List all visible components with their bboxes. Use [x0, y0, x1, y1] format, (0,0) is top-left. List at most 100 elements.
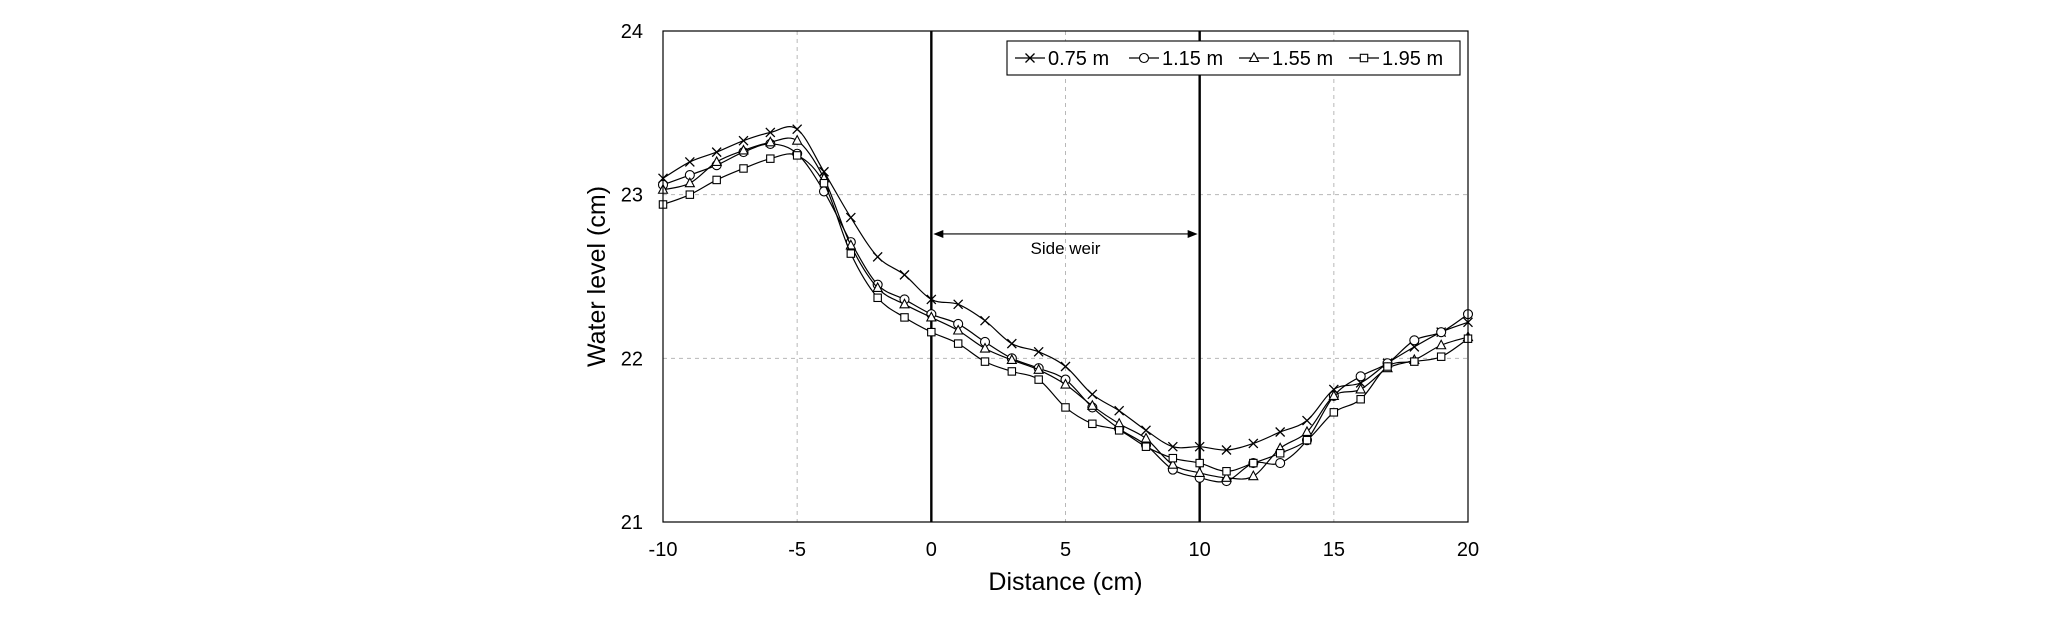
data-point [1355, 371, 1366, 382]
x-tick-label: 15 [1323, 539, 1345, 561]
side-weir-label: Side weir [1031, 239, 1101, 258]
legend-label: 1.55 m [1272, 48, 1333, 70]
data-point [979, 342, 991, 353]
legend-marker [1025, 53, 1035, 63]
data-point [792, 151, 802, 160]
arrowhead-right [1187, 229, 1198, 238]
legend-label: 1.95 m [1382, 48, 1443, 70]
data-point [1114, 405, 1125, 416]
data-point [1087, 389, 1098, 400]
y-tick-label: 22 [621, 348, 643, 370]
data-point [1060, 378, 1071, 389]
data-point [1060, 361, 1071, 372]
data-point [1141, 425, 1151, 436]
data-point [927, 327, 936, 337]
data-point [1221, 471, 1232, 482]
legend-marker [1359, 53, 1369, 63]
data-point [900, 313, 909, 322]
grid-lines [663, 31, 1468, 522]
series-1-95-m [658, 151, 1473, 476]
data-point [845, 212, 856, 223]
y-axis-title: Water level (cm) [583, 186, 611, 367]
data-point [765, 127, 776, 138]
data-point [1301, 425, 1313, 437]
plot-area-frame [662, 30, 1469, 523]
legend-marker [1138, 52, 1150, 64]
legend-entry: 1.15 m [1129, 48, 1223, 70]
data-point [1247, 469, 1259, 481]
legend-label: 1.15 m [1162, 48, 1223, 70]
data-point [1033, 363, 1045, 374]
data-point [712, 175, 721, 185]
arrowhead-left [933, 229, 944, 238]
data-point [1033, 346, 1044, 357]
data-point [980, 357, 990, 366]
data-point [1006, 353, 1018, 365]
series-group [657, 124, 1474, 487]
data-point [872, 251, 883, 262]
data-point [1435, 339, 1447, 350]
data-point [1356, 394, 1365, 404]
data-point [1006, 338, 1017, 349]
data-point [1302, 435, 1312, 445]
data-point [1222, 467, 1231, 476]
data-point [1410, 357, 1419, 366]
data-point [738, 135, 749, 146]
data-point [711, 155, 723, 166]
data-point [1221, 445, 1232, 455]
data-point [980, 315, 990, 326]
data-point [1355, 383, 1367, 394]
x-tick-label: 0 [926, 539, 937, 561]
data-point [1436, 352, 1446, 361]
data-point [1302, 415, 1312, 426]
data-point [1167, 458, 1179, 469]
data-point [764, 136, 776, 147]
legend: 0.75 m 1.15 m 1.55 m 1.95 m [1006, 40, 1461, 76]
data-point [766, 154, 775, 163]
data-point [819, 166, 829, 177]
data-point [792, 124, 803, 135]
data-point [1194, 466, 1206, 477]
axis-tick-labels: -10 -5 0 5 10 15 20 21 22 23 24 [621, 21, 1479, 561]
data-point [1113, 417, 1125, 428]
data-point [899, 269, 910, 280]
data-point [1167, 441, 1178, 452]
x-tick-label: 10 [1189, 539, 1211, 561]
data-point [1007, 367, 1017, 376]
side-weir-annotation: Side weir [933, 229, 1198, 258]
legend-box [1006, 40, 1461, 76]
data-point [711, 147, 722, 158]
legend-marker [1248, 51, 1260, 63]
x-tick-label: 20 [1457, 539, 1479, 561]
data-point [1275, 449, 1285, 458]
data-point [899, 298, 910, 309]
data-point [925, 311, 937, 322]
data-point [873, 293, 882, 303]
legend-label: 0.75 m [1048, 48, 1109, 70]
data-point [1194, 441, 1205, 452]
series-1-55-m [657, 134, 1474, 482]
data-point [926, 294, 937, 305]
data-point [684, 156, 695, 167]
x-tick-label: -5 [788, 539, 806, 561]
data-point [1275, 458, 1286, 469]
data-point [1140, 432, 1152, 443]
data-point [819, 178, 829, 188]
data-point [1034, 375, 1043, 384]
side-weir-boundary-lines [930, 31, 1201, 522]
data-point [953, 339, 963, 348]
x-tick-label: 5 [1060, 539, 1071, 561]
y-tick-label: 21 [621, 512, 643, 534]
data-point [1436, 327, 1447, 338]
x-axis-title: Distance (cm) [988, 568, 1142, 596]
data-point [952, 324, 964, 335]
legend-entry: 0.75 m [1015, 48, 1109, 70]
data-point [684, 177, 696, 188]
data-point [1195, 458, 1204, 468]
data-point [1248, 438, 1259, 449]
data-point [845, 239, 857, 250]
data-point [1249, 458, 1258, 468]
data-point [1383, 362, 1392, 371]
data-point [1275, 427, 1286, 437]
